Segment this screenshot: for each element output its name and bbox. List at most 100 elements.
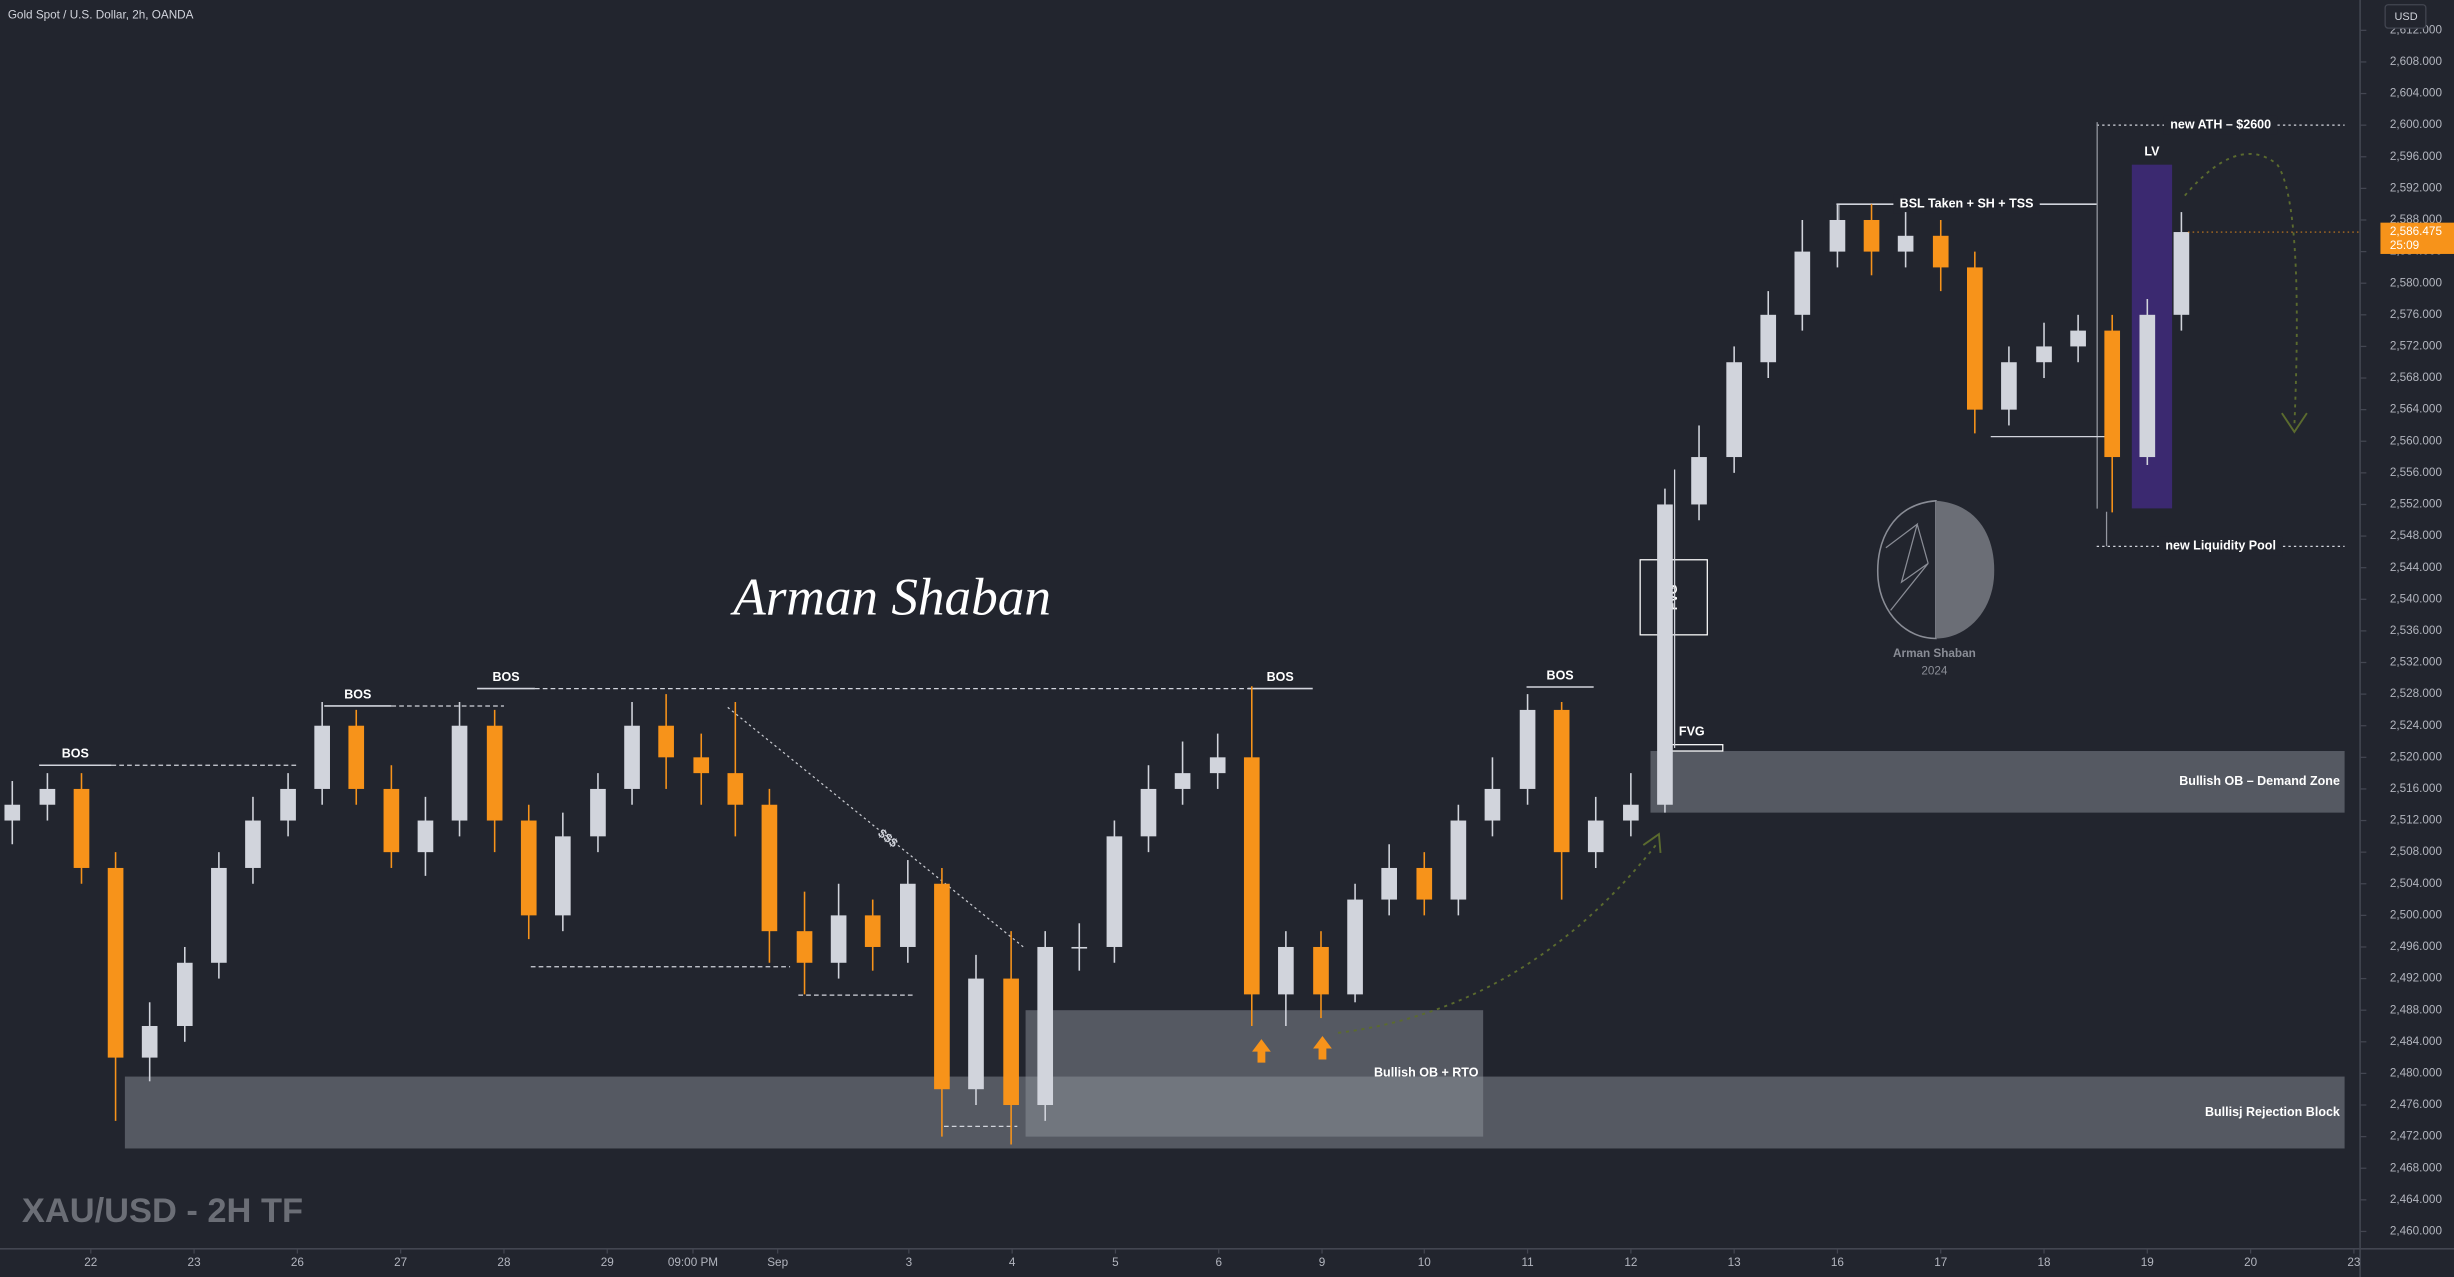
candle-body <box>693 757 710 774</box>
x-tick-label: 9 <box>1319 1256 1326 1269</box>
candle-body <box>1243 757 1260 995</box>
candle-body <box>1863 219 1880 252</box>
zone-label: FVG <box>1679 724 1705 738</box>
y-tick-label: 2,460.000 <box>2390 1225 2443 1238</box>
candle-body <box>1623 804 1639 821</box>
chart-title: Gold Spot / U.S. Dollar, 2h, OANDA <box>8 9 194 22</box>
candle-body <box>2173 232 2190 315</box>
zones: Bullisj Rejection Block Bullish OB + RTO B… <box>124 144 2345 1149</box>
y-tick-label: 2,548.000 <box>2390 529 2443 542</box>
last-price-label: 2,586.475 <box>2390 225 2443 238</box>
candle-body <box>1966 267 1983 410</box>
candle-body <box>1278 946 1294 995</box>
y-tick-label: 2,520.000 <box>2390 750 2443 763</box>
candle-body <box>1829 219 1846 252</box>
zone <box>1025 1010 1484 1137</box>
y-tick-label: 2,532.000 <box>2390 656 2443 669</box>
y-tick-label: 2,556.000 <box>2390 466 2443 479</box>
candle-body <box>2139 314 2156 458</box>
zone-label: Bullisj Rejection Block <box>2205 1105 2340 1119</box>
candle-body <box>73 788 90 868</box>
currency-box[interactable] <box>2384 4 2427 29</box>
candle-body <box>2070 330 2086 347</box>
y-tick-label: 2,500.000 <box>2390 908 2443 921</box>
x-tick-label: 09:00 PM <box>668 1256 718 1269</box>
level-label: BOS <box>492 670 519 684</box>
candle-body <box>486 725 503 821</box>
x-tick-label: 23 <box>2347 1256 2360 1269</box>
candle-body <box>245 820 261 868</box>
x-tick-label: 5 <box>1112 1256 1119 1269</box>
candle-body <box>1519 709 1536 789</box>
level-label: BSL Taken + SH + TSS <box>1900 197 2034 211</box>
level-label: BOS <box>62 747 89 761</box>
candle-body <box>176 962 193 1026</box>
level-label: BOS <box>344 687 371 701</box>
level-label: BOS <box>1547 668 1574 682</box>
y-tick-label: 2,504.000 <box>2390 877 2443 890</box>
x-tick-label: 27 <box>394 1256 407 1269</box>
candle-body <box>1932 235 1949 268</box>
logo-year: 2024 <box>1921 664 1948 677</box>
candle-body <box>934 883 950 1090</box>
x-tick-label: Sep <box>767 1256 788 1269</box>
candle-body <box>1071 946 1088 949</box>
x-tick-label: 23 <box>188 1256 201 1269</box>
y-tick-label: 2,552.000 <box>2390 498 2443 511</box>
candle-body <box>658 725 674 758</box>
x-tick-label: 10 <box>1418 1256 1432 1269</box>
x-tick-label: 19 <box>2141 1256 2154 1269</box>
zone-label: Bullish OB – Demand Zone <box>2179 774 2340 788</box>
candle-body <box>590 788 606 837</box>
y-tick-label: 2,608.000 <box>2390 55 2443 68</box>
currency: USD <box>2395 11 2418 23</box>
candle-body <box>383 788 400 853</box>
y-tick-label: 2,592.000 <box>2390 181 2443 194</box>
candle-body <box>1760 314 1777 363</box>
candle-body <box>1484 788 1501 821</box>
last-price-box <box>2380 222 2454 254</box>
candle-body <box>1657 504 1673 805</box>
y-tick-label: 2,476.000 <box>2390 1098 2443 1111</box>
candle-body <box>761 804 778 932</box>
candle-body <box>864 915 881 947</box>
candle-body <box>520 820 537 916</box>
candle-body <box>107 867 124 1058</box>
candle-body <box>39 788 56 805</box>
candle-body <box>1553 709 1570 853</box>
x-tick-label: 28 <box>497 1256 511 1269</box>
candle-body <box>348 725 365 789</box>
zone <box>1650 751 2345 813</box>
y-tick-label: 2,564.000 <box>2390 403 2443 416</box>
up-arrow <box>1313 1035 1332 1060</box>
candle-body <box>1794 251 1811 315</box>
y-tick-label: 2,528.000 <box>2390 687 2443 700</box>
zone <box>124 1076 2345 1149</box>
up-arrow <box>1252 1039 1271 1063</box>
candle-body <box>211 867 227 963</box>
x-tick-label: 3 <box>906 1256 913 1269</box>
y-tick-label: 2,596.000 <box>2390 150 2443 163</box>
candle-body <box>1587 820 1604 853</box>
zone-label: Bullish OB + RTO <box>1374 1066 1479 1080</box>
y-tick-label: 2,480.000 <box>2390 1067 2443 1080</box>
level-label: BOS <box>1267 670 1294 684</box>
y-tick-label: 2,576.000 <box>2390 308 2443 321</box>
x-tick-label: 26 <box>291 1256 304 1269</box>
x-tick-label: 11 <box>1521 1256 1533 1269</box>
x-tick-label: 22 <box>84 1256 97 1269</box>
x-tick-label: 6 <box>1215 1256 1222 1269</box>
logo-brain-left <box>1876 499 1937 640</box>
y-tick-label: 2,540.000 <box>2390 592 2443 605</box>
level-label-bg <box>2163 115 2278 135</box>
y-tick-label: 2,484.000 <box>2390 1035 2443 1048</box>
zone <box>1639 559 1708 636</box>
y-tick-label: 2,488.000 <box>2390 1003 2443 1016</box>
level-label-bg <box>1893 194 2040 214</box>
candle-body <box>555 836 571 916</box>
candle-body <box>727 773 744 805</box>
zone-label: LV <box>2144 144 2160 158</box>
x-tick-label: 17 <box>1934 1256 1947 1269</box>
watermark: XAU/USD - 2H TF <box>22 1192 303 1230</box>
